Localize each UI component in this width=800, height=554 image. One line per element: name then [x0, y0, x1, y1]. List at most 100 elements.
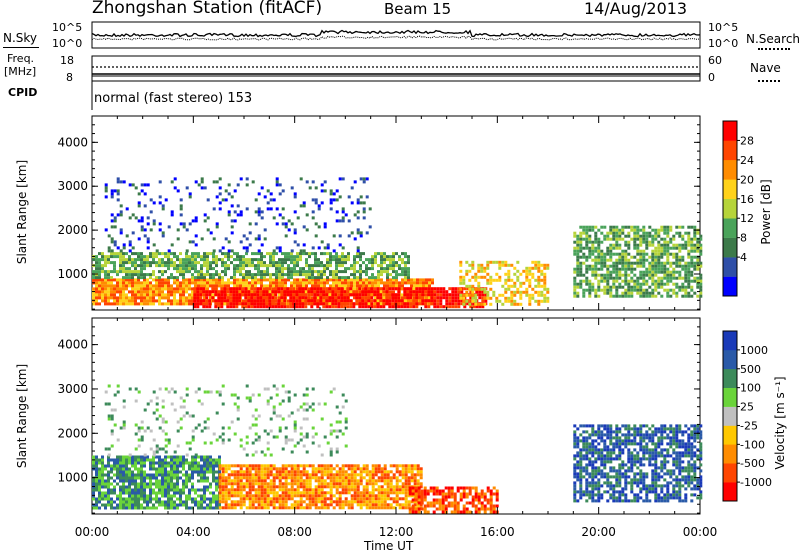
power-cell	[388, 299, 392, 303]
power-cell	[477, 287, 481, 291]
power-cell	[648, 255, 652, 259]
power-cell	[104, 287, 107, 291]
velocity-cell	[197, 488, 200, 492]
power-cell	[101, 290, 104, 294]
power-cell	[347, 267, 350, 271]
power-cell	[642, 228, 646, 232]
power-cell	[463, 305, 467, 309]
power-cell	[152, 296, 155, 300]
power-cell	[350, 267, 353, 271]
velocity-cell	[344, 485, 348, 489]
power-cell	[302, 284, 305, 288]
power-cell	[158, 258, 161, 262]
power-cell	[131, 264, 134, 268]
power-cell	[125, 278, 128, 282]
velocity-cell	[263, 485, 267, 489]
power-cell	[672, 255, 676, 259]
power-cell	[410, 281, 413, 285]
velocity-cell	[143, 458, 146, 462]
velocity-cell	[200, 500, 203, 504]
velocity-cell	[320, 473, 324, 477]
power-cell	[373, 299, 377, 303]
velocity-cell	[377, 476, 381, 480]
power-cell	[386, 276, 389, 280]
velocity-cell	[317, 497, 321, 501]
power-cell	[582, 228, 586, 232]
power-cell	[281, 270, 284, 274]
power-cell	[407, 270, 410, 274]
power-cell	[636, 243, 640, 247]
velocity-cell	[236, 485, 240, 489]
power-cell	[419, 284, 422, 288]
velocity-cell	[176, 506, 179, 510]
power-cell	[663, 264, 667, 268]
power-cell	[672, 243, 676, 247]
velocity-cell	[380, 491, 384, 495]
power-cell	[224, 189, 228, 193]
velocity-cell	[122, 488, 125, 492]
power-cell	[193, 287, 197, 291]
velocity-cell	[209, 503, 212, 507]
power-cell	[272, 281, 275, 285]
power-cell	[404, 252, 407, 256]
velocity-cell	[209, 497, 212, 501]
power-cell	[430, 302, 434, 306]
power-cell	[365, 195, 369, 199]
power-cell	[116, 255, 119, 259]
power-cell	[311, 278, 314, 282]
power-cell	[398, 273, 401, 277]
power-cell	[385, 287, 389, 291]
power-cell	[193, 293, 197, 297]
power-cell	[311, 210, 315, 214]
power-cell	[392, 252, 395, 256]
power-cell	[205, 299, 209, 303]
power-cell	[588, 234, 592, 238]
power-cell	[519, 290, 523, 294]
power-cell	[185, 258, 188, 262]
power-cell	[257, 207, 261, 211]
power-cell	[208, 299, 212, 303]
velocity-cell	[305, 506, 309, 510]
power-cell	[158, 270, 161, 274]
power-cell	[278, 273, 281, 277]
velocity-cell	[374, 494, 378, 498]
velocity-cell	[176, 482, 179, 486]
power-cell	[214, 293, 218, 297]
power-cell	[672, 261, 676, 265]
power-cell	[122, 276, 125, 280]
velocity-cell	[281, 473, 285, 477]
power-cell	[335, 278, 338, 282]
power-cell	[101, 264, 104, 268]
velocity-cell	[290, 494, 294, 498]
power-cell	[155, 276, 158, 280]
power-cell	[400, 305, 404, 309]
power-cell	[657, 240, 661, 244]
power-cell	[137, 201, 141, 205]
power-cell	[660, 270, 664, 274]
power-cell	[471, 299, 475, 303]
power-cell	[606, 291, 610, 295]
power-cell	[200, 258, 203, 262]
velocity-cell	[164, 482, 167, 486]
power-cell	[681, 264, 685, 268]
power-cell	[636, 282, 640, 286]
power-cell	[95, 276, 98, 280]
velocity-cell	[227, 467, 231, 471]
velocity-cell	[239, 503, 243, 507]
velocity-cell	[191, 506, 194, 510]
power-cell	[421, 299, 425, 303]
power-cell	[137, 204, 141, 208]
velocity-cell	[164, 455, 167, 459]
velocity-cell	[353, 464, 357, 468]
power-cell	[230, 255, 233, 259]
power-cell	[334, 290, 338, 294]
power-cell	[436, 302, 440, 306]
velocity-cell	[173, 467, 176, 471]
power-cell	[299, 273, 302, 277]
power-cell	[299, 270, 302, 274]
power-cell	[230, 281, 233, 285]
power-cell	[164, 255, 167, 259]
power-cell	[480, 269, 484, 273]
power-cell	[263, 237, 267, 241]
power-cell	[122, 270, 125, 274]
